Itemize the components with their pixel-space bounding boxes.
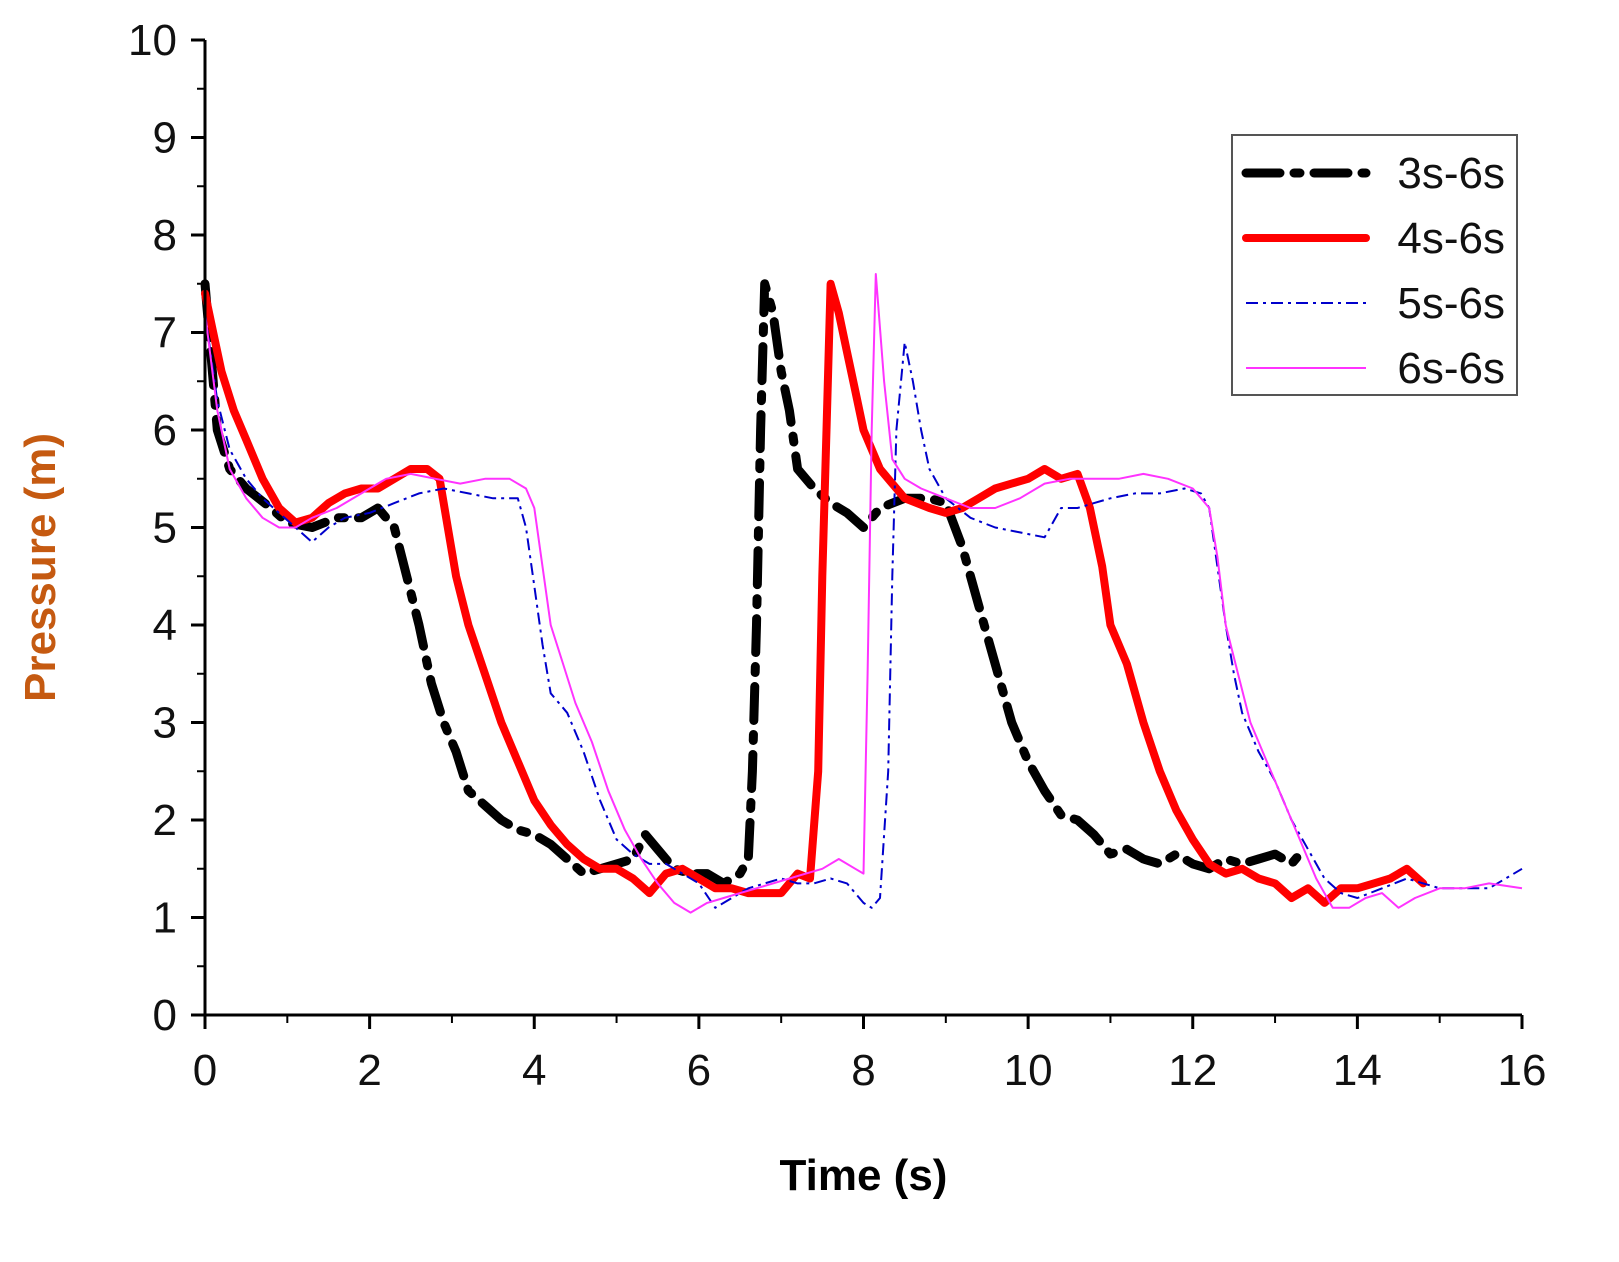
y-tick-label: 7 [153,309,177,358]
y-tick-label: 2 [153,796,177,845]
legend-box [1231,134,1518,396]
x-tick-label: 4 [522,1046,546,1095]
y-tick-label: 0 [153,991,177,1040]
legend-label-4s-6s: 4s-6s [1397,214,1505,263]
y-tick-label: 3 [153,699,177,748]
x-tick-label: 12 [1168,1046,1217,1095]
y-tick-label: 5 [153,504,177,553]
series-line-3s-6s [200,279,1305,888]
x-tick-label: 16 [1498,1046,1547,1095]
y-tick-label: 8 [153,211,177,260]
x-tick-label: 0 [193,1046,217,1095]
y-tick-label: 1 [153,894,177,943]
series-line-5s-6s [204,312,1523,909]
x-tick-label: 14 [1333,1046,1382,1095]
legend-label-5s-6s: 5s-6s [1397,279,1505,328]
legend-label-3s-6s: 3s-6s [1397,149,1505,198]
series-line-6s-6s [204,273,1523,914]
y-tick-label: 10 [128,16,177,65]
x-tick-label: 8 [851,1046,875,1095]
x-axis-title: Time (s) [780,1151,948,1200]
y-tick-label: 9 [153,114,177,163]
y-axis-title: Pressure (m) [16,433,65,702]
series-layer [200,273,1523,914]
legend: 3s-6s 4s-6s 5s-6s 6s-6s [1231,134,1518,396]
series-line-4s-6s [201,279,1428,907]
legend-label-6s-6s: 6s-6s [1397,344,1505,393]
y-tick-label: 6 [153,406,177,455]
x-tick-label: 6 [687,1046,711,1095]
x-tick-label: 10 [1004,1046,1053,1095]
y-tick-label: 4 [153,601,177,650]
x-tick-label: 2 [357,1046,381,1095]
